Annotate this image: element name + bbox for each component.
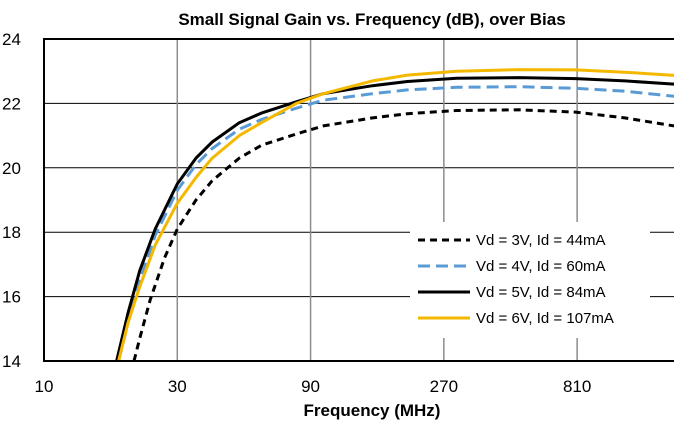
x-tick-label: 270	[430, 377, 458, 396]
x-axis-label: Frequency (MHz)	[304, 401, 441, 420]
y-tick-label: 20	[2, 159, 21, 178]
legend-entry-4: Vd = 6V, Id = 107mA	[476, 310, 614, 327]
chart-title: Small Signal Gain vs. Frequency (dB), ov…	[178, 10, 565, 29]
x-tick-label: 810	[563, 377, 591, 396]
series-line-1	[132, 108, 674, 362]
y-tick-label: 24	[2, 30, 21, 49]
plot-area-border	[43, 38, 674, 362]
tick-labels: 14 16 18 20 22 24 10 30 90 270 810	[2, 30, 591, 396]
series-line-4	[117, 68, 674, 362]
series-lines	[115, 68, 674, 362]
y-tick-label: 16	[2, 288, 21, 307]
legend: Vd = 3V, Id = 44mA Vd = 4V, Id = 60mA Vd =…	[410, 222, 650, 338]
y-tick-label: 22	[2, 94, 21, 113]
legend-entry-3: Vd = 5V, Id = 84mA	[476, 284, 606, 301]
y-tick-label: 14	[2, 352, 21, 371]
x-tick-label: 10	[35, 377, 54, 396]
legend-entry-2: Vd = 4V, Id = 60mA	[476, 258, 606, 275]
x-tick-label: 90	[301, 377, 320, 396]
grid-lines	[44, 39, 674, 361]
plot-frame	[43, 38, 674, 362]
legend-entry-1: Vd = 3V, Id = 44mA	[476, 232, 606, 249]
series-line-3	[115, 76, 674, 362]
y-tick-label: 18	[2, 223, 21, 242]
x-tick-label: 30	[168, 377, 187, 396]
